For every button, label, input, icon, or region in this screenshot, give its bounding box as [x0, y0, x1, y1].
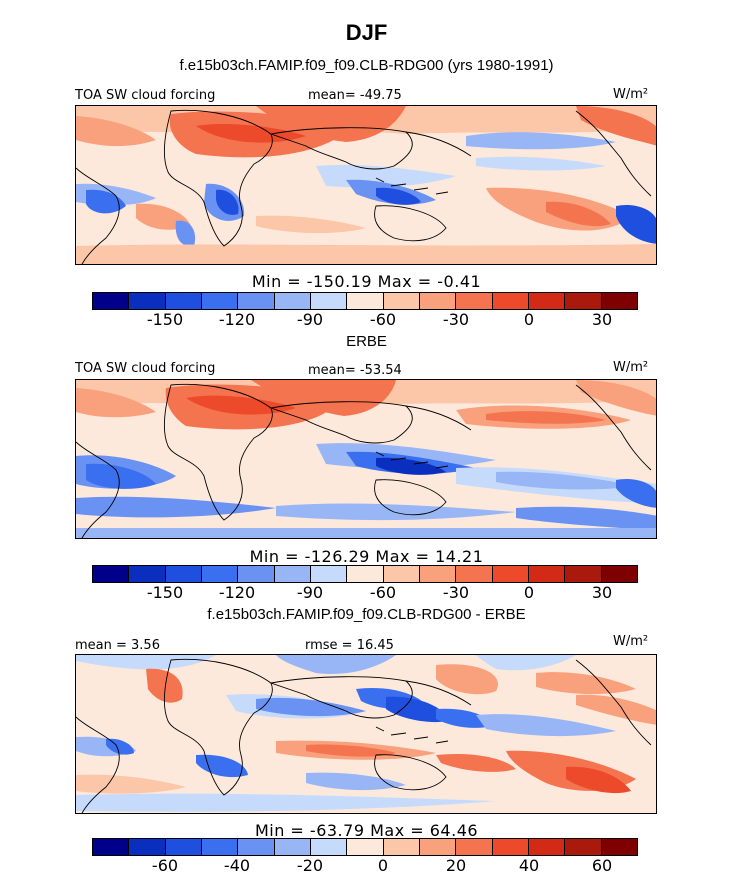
- colorbar-swatch: [238, 839, 275, 855]
- panel3-colorbar: [92, 838, 638, 856]
- panel3-subtitle: f.e15b03ch.FAMIP.f09_f09.CLB-RDG00 - ERB…: [207, 606, 526, 623]
- colorbar-swatch: [456, 566, 493, 582]
- panel3-rmse-label: rmse = 16.45: [305, 638, 394, 653]
- colorbar-swatch: [93, 566, 130, 582]
- colorbar-swatch: [165, 839, 202, 855]
- colorbar-swatch: [347, 293, 384, 309]
- panel2-mean-label: mean= -53.54: [308, 363, 402, 378]
- colorbar-swatch: [165, 566, 202, 582]
- colorbar-swatch: [310, 293, 348, 309]
- panel1-subtitle: f.e15b03ch.FAMIP.f09_f09.CLB-RDG00 (yrs …: [179, 57, 554, 74]
- panel2-tick-label: -120: [218, 583, 256, 602]
- colorbar-swatch: [310, 839, 348, 855]
- colorbar-swatch: [492, 839, 529, 855]
- colorbar-swatch: [565, 839, 602, 855]
- colorbar-swatch: [274, 839, 311, 855]
- panel2-colorbar: [92, 565, 638, 583]
- colorbar-swatch: [492, 293, 529, 309]
- panel1-colorbar: [92, 292, 638, 310]
- panel2-subtitle: ERBE: [346, 333, 387, 350]
- panel2-min-max: Min = -126.29 Max = 14.21: [249, 547, 484, 566]
- panel1-tick-label: -120: [218, 310, 256, 329]
- panel1-mean-label: mean= -49.75: [308, 88, 402, 103]
- panel1-tick-label: -150: [146, 310, 184, 329]
- figure-title: DJF: [345, 20, 388, 45]
- colorbar-swatch: [310, 566, 348, 582]
- colorbar-swatch: [528, 839, 566, 855]
- colorbar-swatch: [274, 293, 311, 309]
- colorbar-swatch: [347, 566, 384, 582]
- panel3-tick-label: 60: [591, 856, 613, 875]
- panel3-tick-label: 40: [518, 856, 540, 875]
- colorbar-swatch: [565, 566, 602, 582]
- colorbar-swatch: [565, 293, 602, 309]
- colorbar-swatch: [419, 566, 457, 582]
- colorbar-swatch: [419, 839, 457, 855]
- colorbar-swatch: [129, 293, 166, 309]
- panel3-map: [75, 654, 657, 814]
- colorbar-swatch: [601, 839, 637, 855]
- colorbar-swatch: [238, 566, 275, 582]
- panel2-tick-label: 30: [591, 583, 613, 602]
- colorbar-swatch: [129, 566, 166, 582]
- colorbar-swatch: [383, 566, 420, 582]
- panel2-tick-label: -60: [369, 583, 397, 602]
- panel1-tick-label: -30: [442, 310, 470, 329]
- colorbar-swatch: [201, 293, 239, 309]
- colorbar-swatch: [456, 293, 493, 309]
- panel1-units-label: W/m²: [613, 87, 649, 102]
- panel2-units-label: W/m²: [613, 360, 649, 375]
- colorbar-swatch: [528, 293, 566, 309]
- colorbar-swatch: [419, 293, 457, 309]
- panel1-tick-label: -90: [296, 310, 324, 329]
- colorbar-swatch: [129, 839, 166, 855]
- colorbar-swatch: [93, 839, 130, 855]
- panel2-field-label: TOA SW cloud forcing: [75, 361, 216, 376]
- panel1-tick-label: -60: [369, 310, 397, 329]
- colorbar-swatch: [528, 566, 566, 582]
- colorbar-swatch: [601, 293, 637, 309]
- panel3-min-max: Min = -63.79 Max = 64.46: [254, 821, 479, 840]
- panel1-tick-label: 0: [523, 310, 535, 329]
- panel2-tick-label: -90: [296, 583, 324, 602]
- colorbar-swatch: [274, 566, 311, 582]
- panel2-tick-label: -150: [146, 583, 184, 602]
- panel1-min-max: Min = -150.19 Max = -0.41: [251, 272, 482, 291]
- colorbar-swatch: [201, 839, 239, 855]
- colorbar-swatch: [492, 566, 529, 582]
- panel1-tick-label: 30: [591, 310, 613, 329]
- panel3-units-label: W/m²: [613, 634, 649, 649]
- panel3-tick-label: 20: [445, 856, 467, 875]
- colorbar-swatch: [201, 566, 239, 582]
- colorbar-swatch: [93, 293, 130, 309]
- panel1-map: [75, 105, 657, 265]
- panel2-map: [75, 379, 657, 539]
- colorbar-swatch: [347, 839, 384, 855]
- colorbar-swatch: [456, 839, 493, 855]
- panel2-tick-label: -30: [442, 583, 470, 602]
- panel3-mean-label: mean = 3.56: [75, 638, 160, 653]
- panel3-tick-label: -60: [151, 856, 179, 875]
- panel2-tick-label: 0: [523, 583, 535, 602]
- colorbar-swatch: [165, 293, 202, 309]
- panel3-tick-label: -40: [223, 856, 251, 875]
- colorbar-swatch: [238, 293, 275, 309]
- colorbar-swatch: [383, 839, 420, 855]
- panel3-tick-label: -20: [296, 856, 324, 875]
- colorbar-swatch: [601, 566, 637, 582]
- panel1-field-label: TOA SW cloud forcing: [75, 88, 216, 103]
- colorbar-swatch: [383, 293, 420, 309]
- panel3-tick-label: 0: [377, 856, 389, 875]
